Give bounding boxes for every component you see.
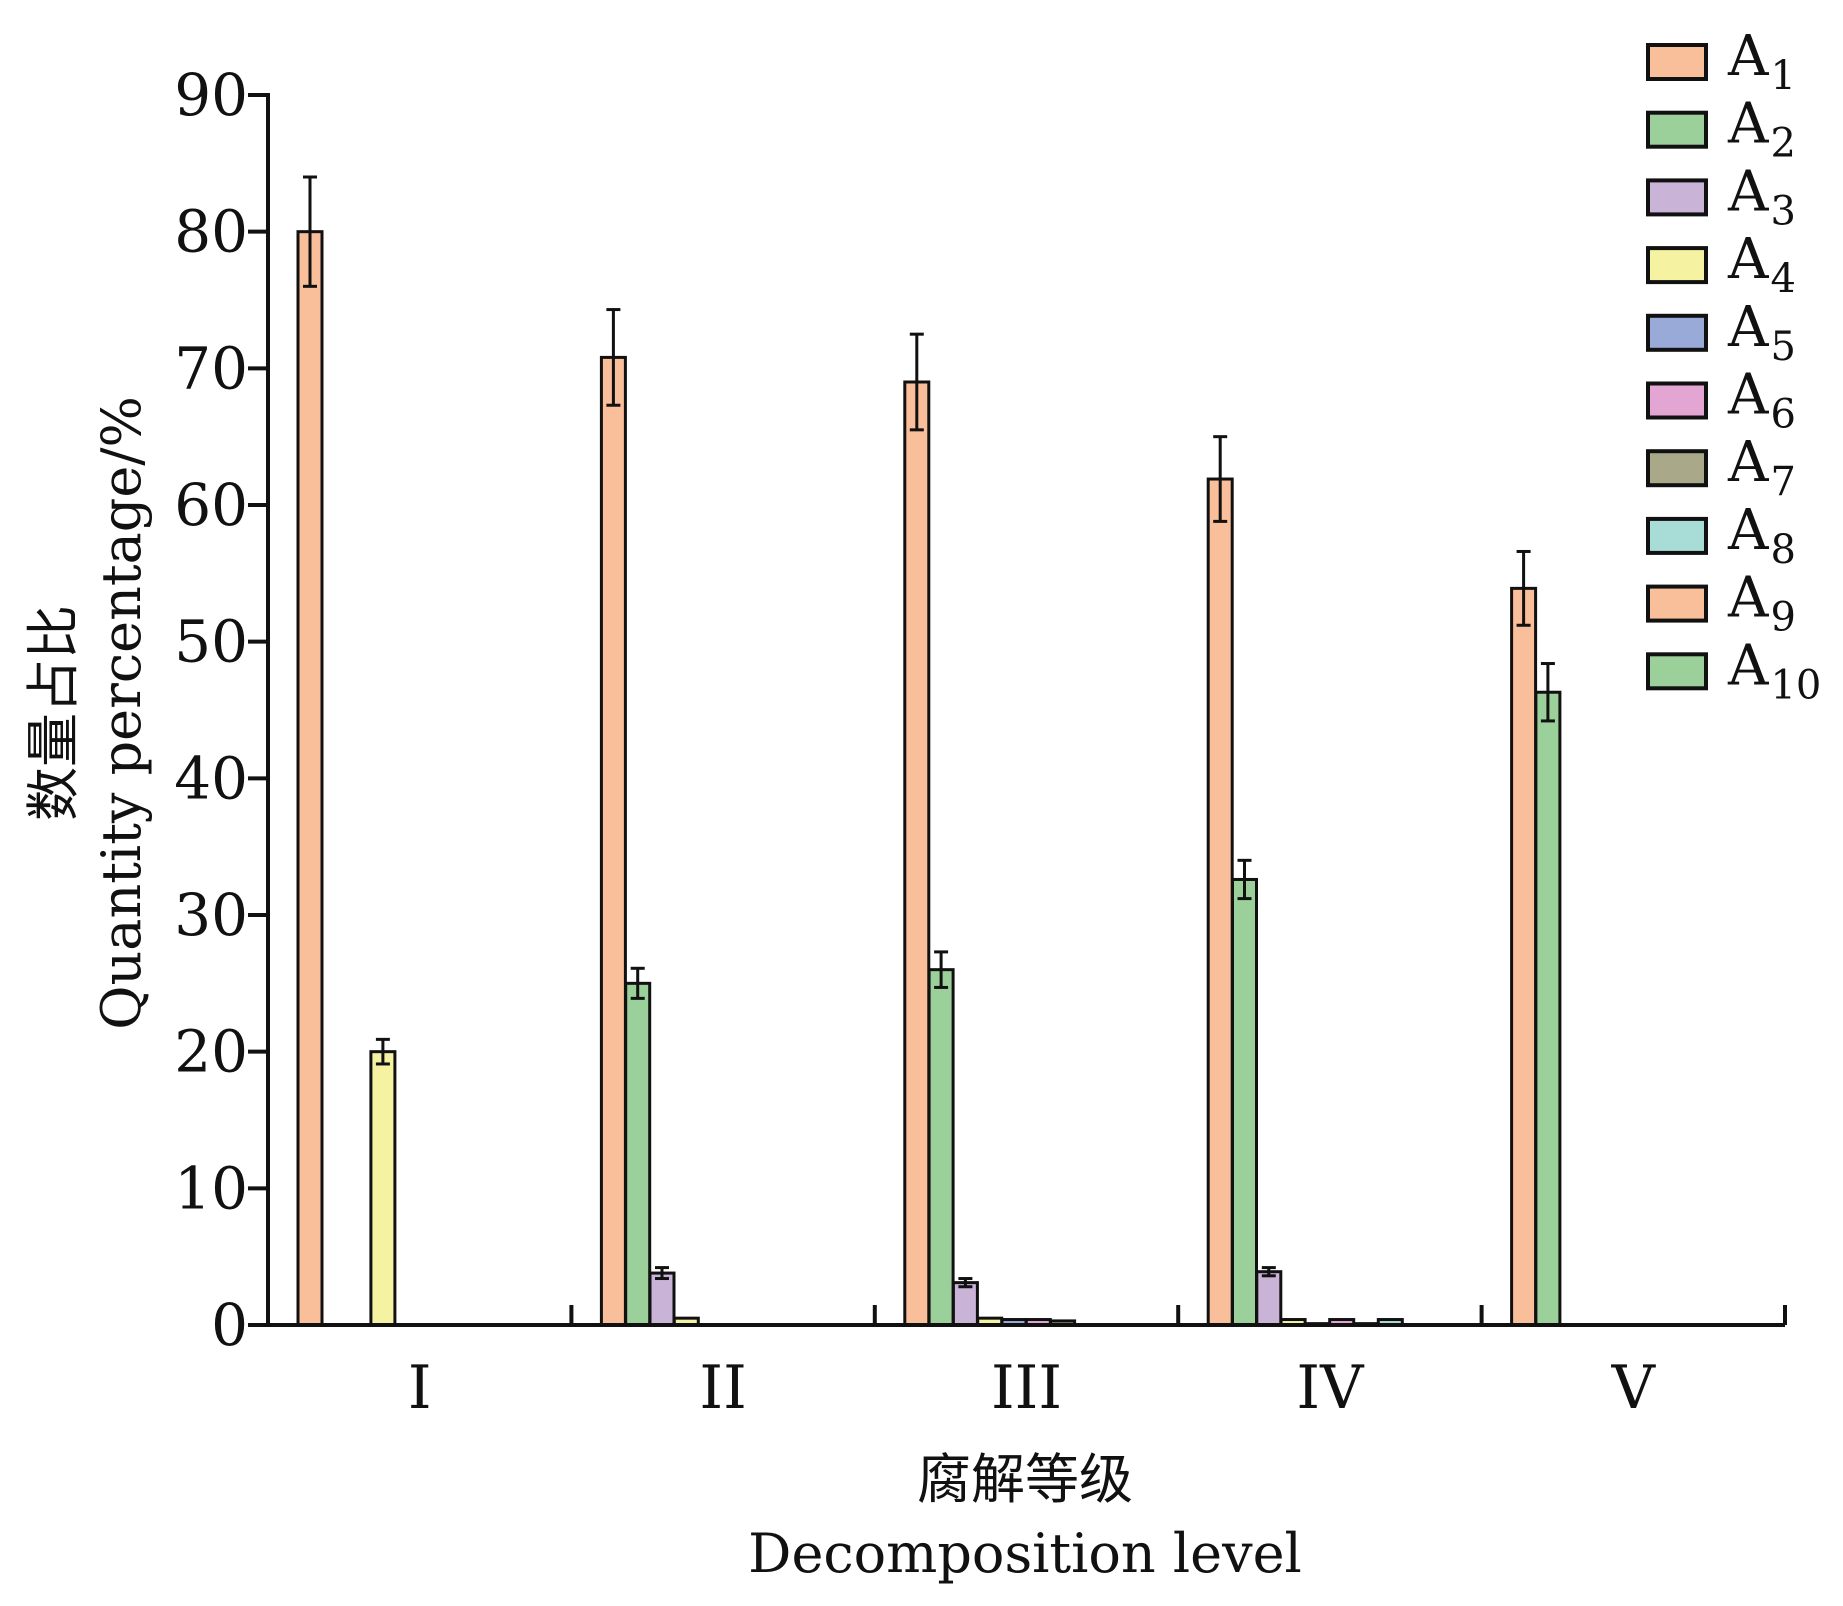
x-axis-title-english: Decomposition level — [748, 1522, 1302, 1585]
legend-label: A8 — [1727, 498, 1796, 573]
category-labels-layer: I II III IV V — [408, 1353, 1657, 1423]
legend-label: A2 — [1727, 92, 1796, 167]
error-bar-A2-IV — [1237, 858, 1252, 901]
bar-A2-IV — [1231, 877, 1258, 1327]
error-bar-A3-IV — [1261, 1266, 1276, 1278]
error-bar-A2-II — [630, 966, 645, 1000]
x-category-label: V — [1611, 1353, 1657, 1423]
bar-A2-V — [1534, 690, 1562, 1327]
y-tick-label: 0 — [211, 1291, 248, 1359]
y-tick-label: 30 — [174, 881, 248, 949]
legend-item-A4: A4 — [1646, 227, 1796, 302]
y-axis-title-english: Quantity percentage/% — [90, 396, 153, 1030]
bar-A3-II — [648, 1271, 676, 1327]
x-category-label: IV — [1296, 1353, 1365, 1423]
legend-swatch — [1646, 381, 1708, 420]
legend-label: A3 — [1727, 159, 1796, 234]
bars-layer — [296, 230, 1562, 1327]
error-bar-A1-I — [303, 175, 317, 288]
legend-item-A10: A10 — [1646, 633, 1821, 708]
legend-swatch — [1646, 449, 1708, 488]
x-category-label: II — [699, 1353, 746, 1423]
error-bar-A1-II — [606, 308, 621, 407]
error-bar-A2-V — [1540, 662, 1555, 723]
x-category-label: I — [408, 1353, 432, 1423]
error-bar-A1-V — [1516, 549, 1531, 627]
legend-item-A6: A6 — [1646, 363, 1796, 438]
error-bar-A3-II — [655, 1266, 669, 1281]
legend-label: A10 — [1727, 633, 1821, 708]
error-bar-A2-III — [934, 950, 949, 989]
legend-label: A9 — [1727, 566, 1796, 641]
bar-A4-I — [369, 1050, 397, 1327]
y-tick-label: 50 — [174, 608, 248, 676]
y-tick-label: 70 — [174, 334, 248, 402]
error-bar-A4-I — [375, 1037, 390, 1066]
legend-label: A1 — [1727, 24, 1796, 99]
y-tick-label: 60 — [174, 471, 248, 539]
legend-item-A2: A2 — [1646, 92, 1796, 167]
legend-swatch — [1646, 313, 1708, 352]
tick-labels-layer: 0 10 20 30 40 50 60 70 80 90 — [174, 61, 248, 1359]
x-category-label: III — [991, 1353, 1062, 1423]
legend-label: A4 — [1727, 227, 1796, 302]
legend-label: A5 — [1727, 295, 1796, 370]
legend-item-A1: A1 — [1646, 24, 1796, 99]
legend-swatch — [1646, 43, 1708, 81]
bar-A2-II — [624, 981, 652, 1327]
y-axis-title: 数量占比 — [22, 605, 85, 821]
y-tick-label: 40 — [174, 744, 248, 812]
bar-A1-V — [1510, 586, 1538, 1327]
axes-layer — [248, 93, 1787, 1327]
legend-label: A6 — [1727, 363, 1796, 438]
legend-swatch — [1646, 584, 1708, 623]
legend-item-A5: A5 — [1646, 295, 1796, 370]
legend-swatch — [1646, 110, 1708, 149]
x-axis-title: 腐解等级 — [917, 1448, 1133, 1511]
legend-item-A9: A9 — [1646, 566, 1796, 641]
legend-swatch — [1646, 652, 1708, 691]
y-tick-label: 10 — [174, 1154, 248, 1222]
legend-item-A7: A7 — [1646, 430, 1796, 505]
bar-A3-IV — [1255, 1270, 1283, 1327]
y-tick-label: 80 — [174, 198, 248, 266]
bar-A3-III — [951, 1281, 979, 1327]
y-tick-label: 90 — [174, 61, 248, 129]
legend-label: A7 — [1727, 430, 1796, 505]
legend-swatch — [1646, 246, 1708, 285]
legend-swatch — [1646, 178, 1708, 217]
bar-A1-II — [599, 355, 627, 1327]
error-bars-layer — [303, 175, 1555, 1289]
error-bar-A3-III — [958, 1277, 973, 1289]
legend-item-A8: A8 — [1646, 498, 1796, 573]
bar-A1-I — [296, 230, 324, 1327]
bar-A2-III — [927, 968, 955, 1327]
bar-A1-IV — [1206, 477, 1234, 1327]
legend-item-A3: A3 — [1646, 159, 1796, 234]
bar-A1-III — [903, 380, 931, 1327]
error-bar-A1-IV — [1213, 435, 1228, 523]
y-tick-label: 20 — [174, 1018, 248, 1086]
legend-swatch — [1646, 516, 1708, 555]
error-bar-A1-III — [909, 332, 924, 432]
